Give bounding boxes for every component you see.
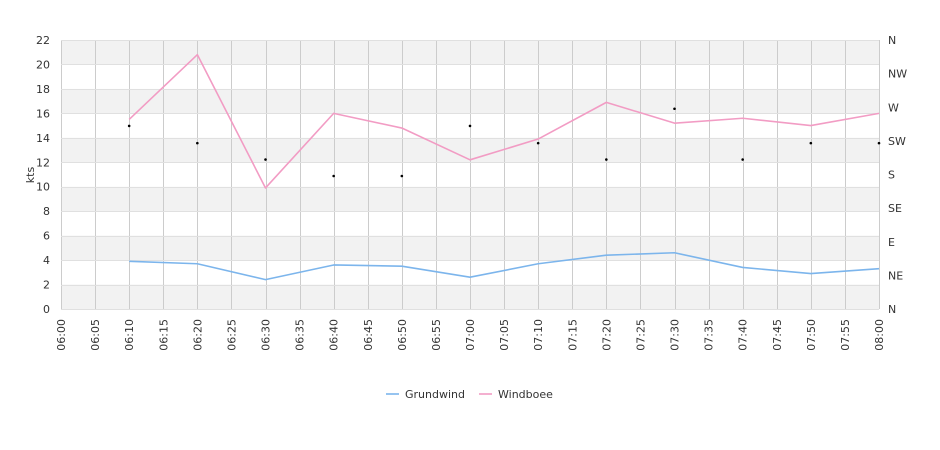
x-tick-label: 07:25: [634, 319, 647, 351]
x-tick-label: 07:30: [669, 319, 682, 351]
x-tick-label: 06:20: [191, 319, 204, 351]
direction-point: [196, 141, 199, 145]
x-tick-label: 06:05: [89, 319, 102, 351]
x-tick-label: 07:45: [771, 319, 784, 351]
direction-point: [605, 158, 608, 161]
y2-tick-label: N: [888, 34, 896, 47]
direction-point: [809, 141, 813, 145]
y-tick-label: 20: [36, 58, 50, 71]
series-line-grundwind: [129, 251, 880, 281]
x-tick-label: 08:00: [873, 319, 886, 351]
x-tick-label: 07:20: [600, 319, 613, 351]
direction-point: [332, 174, 335, 178]
x-tick-label: 07:15: [566, 319, 579, 351]
y-tick-label: 0: [43, 303, 50, 316]
x-tick-label: 07:50: [805, 319, 818, 351]
legend-label[interactable]: Grundwind: [405, 388, 465, 401]
direction-point: [127, 124, 131, 128]
y-tick-label: 6: [43, 230, 50, 243]
direction-point: [468, 124, 472, 128]
x-tick-label: 07:05: [498, 319, 511, 351]
y-axis-left: 0 2 4 6 8 10 12 14 16 18 20 22: [36, 34, 50, 316]
x-tick-label: 07:10: [532, 319, 545, 351]
y-tick-label: 12: [36, 156, 50, 169]
x-tick-label: 06:10: [123, 319, 136, 351]
x-tick-label: 07:55: [839, 319, 852, 351]
direction-point: [877, 141, 881, 145]
x-tick-label: 06:55: [430, 319, 443, 351]
legend: Grundwind Windboee: [386, 388, 553, 401]
y-tick-label: 2: [43, 279, 50, 292]
x-tick-label: 06:50: [396, 319, 409, 351]
y2-tick-label: NW: [888, 68, 907, 81]
series-lines: [128, 53, 880, 281]
direction-point: [264, 158, 267, 161]
x-tick-label: 06:30: [260, 319, 273, 351]
direction-point: [400, 174, 404, 178]
direction-point: [536, 141, 540, 145]
x-tick-label: 07:35: [703, 319, 716, 351]
y-tick-label: 22: [36, 34, 50, 47]
direction-point: [673, 107, 676, 111]
x-tick-label: 07:40: [737, 319, 750, 351]
y2-tick-label: SE: [888, 202, 902, 215]
direction-point: [741, 158, 744, 161]
y2-tick-label: E: [888, 236, 895, 249]
y2-tick-label: SW: [888, 135, 906, 148]
y-tick-label: 14: [36, 132, 50, 145]
direction-points: [127, 107, 881, 178]
y2-tick-label: W: [888, 101, 899, 114]
y2-tick-label: S: [888, 169, 895, 182]
y-tick-label: 10: [36, 181, 50, 194]
x-axis: 06:00 06:05 06:10 06:15 06:20 06:25 06:30 06:35…: [55, 319, 886, 351]
x-tick-label: 06:45: [362, 319, 375, 351]
x-tick-label: 06:25: [225, 319, 238, 351]
y-axis-right: N NE E SE S SW W NW N: [888, 34, 907, 316]
x-tick-label: 06:35: [294, 319, 307, 351]
y-tick-label: 4: [43, 254, 50, 267]
x-tick-label: 06:40: [328, 319, 341, 351]
legend-label[interactable]: Windboee: [498, 388, 553, 401]
y-axis-title: kts: [24, 167, 37, 184]
y-tick-label: 18: [36, 83, 50, 96]
y2-tick-label: N: [888, 303, 896, 316]
series-line-windboee: [128, 53, 880, 189]
x-tick-label: 07:00: [464, 319, 477, 351]
y-tick-label: 16: [36, 107, 50, 120]
y-tick-label: 8: [43, 205, 50, 218]
x-tick-label: 06:15: [157, 319, 170, 351]
x-tick-label: 06:00: [55, 319, 68, 351]
y2-tick-label: NE: [888, 269, 903, 282]
